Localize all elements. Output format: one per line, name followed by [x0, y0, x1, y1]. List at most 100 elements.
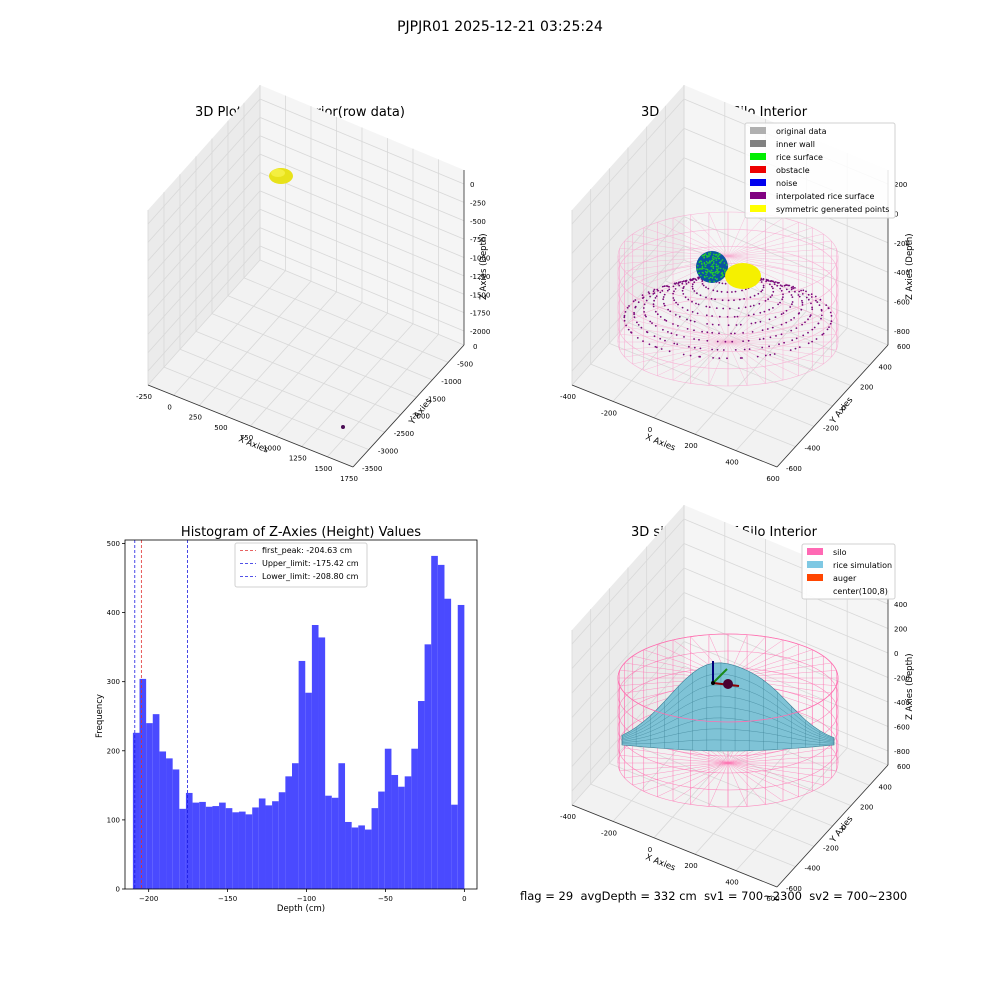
legend-label: first_peak: -204.63 cm [262, 546, 352, 555]
legend-label: symmetric generated points [776, 205, 889, 214]
surface-point [640, 326, 643, 329]
surface-point [810, 296, 813, 298]
surface-point [654, 345, 657, 348]
histogram-bar [272, 801, 279, 889]
histogram-plot: −200 −150 −100 −50 0 0 100 200 300 400 500 [107, 539, 478, 903]
gridline [243, 277, 449, 363]
surface-point [648, 343, 651, 346]
silo-spoke [727, 755, 837, 764]
surface-point [636, 337, 639, 339]
surface-point [718, 332, 720, 335]
panel-simulation: 3D simulation of Silo Interior -400-2000… [560, 505, 915, 903]
rice-point [703, 267, 705, 270]
surface-point [780, 289, 783, 292]
gridline [571, 567, 685, 694]
legend-label: Lower_limit: -208.80 cm [262, 572, 359, 581]
silo-spoke [690, 341, 729, 384]
surface-point [705, 305, 708, 308]
surface-point [654, 297, 657, 299]
silo-spoke [727, 326, 832, 343]
surface-point [664, 339, 666, 342]
surface-point [785, 288, 788, 291]
surface-point [743, 348, 746, 351]
surface-point [637, 324, 640, 326]
panel3-title: Histogram of Z-Axies (Height) Values [181, 525, 421, 540]
panel4-legend: silo rice simulation auger center(100,8) [801, 543, 896, 600]
surface-point [672, 285, 675, 288]
panel-histogram: Histogram of Z-Axies (Height) Values −20… [95, 525, 478, 914]
panel1-data-cluster-highlight [271, 169, 285, 177]
silo-spoke [727, 248, 837, 257]
rice-point [720, 276, 722, 278]
x-tick-label: -200 [601, 829, 617, 837]
histogram-bar [225, 808, 233, 889]
surface-point [724, 282, 727, 285]
surface-point [707, 287, 710, 290]
rice-mesh-line [621, 706, 835, 742]
legend-label: auger [833, 574, 857, 583]
y-tick-label: -400 [805, 445, 821, 453]
histogram-bar [146, 723, 153, 889]
surface-point [782, 296, 784, 298]
surface-point [686, 318, 688, 321]
gridline [571, 98, 685, 225]
rice-point [715, 259, 718, 261]
surface-point [809, 314, 812, 316]
z-tick-label: -250 [470, 199, 486, 207]
silo-spoke [708, 762, 729, 807]
legend-swatch [807, 548, 823, 555]
plot-frame [124, 539, 478, 890]
surface-point [759, 320, 762, 323]
gridline [147, 172, 261, 298]
rice-point [711, 277, 714, 279]
y-tick-label: 400 [107, 609, 120, 617]
y-tick-label: -1000 [441, 378, 461, 386]
histogram-bar [152, 714, 160, 889]
surface-point [701, 330, 703, 333]
surface-point [825, 304, 828, 306]
surface-point [693, 290, 696, 292]
y-tick-label: -600 [786, 885, 802, 893]
rice-point [713, 258, 715, 261]
surface-point [775, 335, 777, 337]
y-tick-label: 100 [107, 816, 120, 824]
surface-point [776, 281, 779, 284]
surface-point [785, 321, 788, 324]
x-tick-label: -250 [136, 393, 152, 401]
surface-point [699, 347, 702, 350]
surface-point [643, 303, 646, 306]
surface-point [655, 346, 658, 349]
histogram-ylabel: Frequency [95, 694, 105, 738]
surface-point [666, 285, 669, 288]
surface-point [769, 283, 771, 286]
legend-label: noise [776, 179, 797, 188]
surface-point [649, 295, 651, 298]
surface-point [660, 348, 663, 350]
surface-point [726, 291, 729, 293]
y-tick-label: -200 [823, 844, 839, 852]
y-tick-label: 0 [842, 824, 846, 832]
gridline [259, 135, 465, 222]
silo-spoke [624, 341, 729, 358]
surface-point [626, 306, 629, 309]
surface-point [788, 290, 791, 293]
rice-point [717, 265, 719, 267]
footer-sv2: sv2 = 700~2300 [809, 889, 908, 903]
silo-spoke [643, 762, 729, 792]
histogram-bar [185, 792, 193, 889]
surface-point [711, 323, 714, 326]
surface-point [790, 294, 793, 296]
surface-point [736, 315, 739, 318]
gridline [571, 518, 685, 645]
surface-point [676, 343, 679, 346]
rice-point [703, 256, 705, 259]
histogram-bar [219, 802, 226, 889]
x-tick-label: 0 [648, 846, 652, 854]
gridline [683, 616, 889, 703]
histogram-legend: first_peak: -204.63 cm Upper_limit: -175.… [234, 542, 368, 588]
surface-point [698, 338, 700, 341]
surface-point [739, 323, 742, 326]
histogram-bar [351, 827, 359, 889]
surface-point [760, 290, 763, 293]
silo-spoke [708, 298, 729, 343]
